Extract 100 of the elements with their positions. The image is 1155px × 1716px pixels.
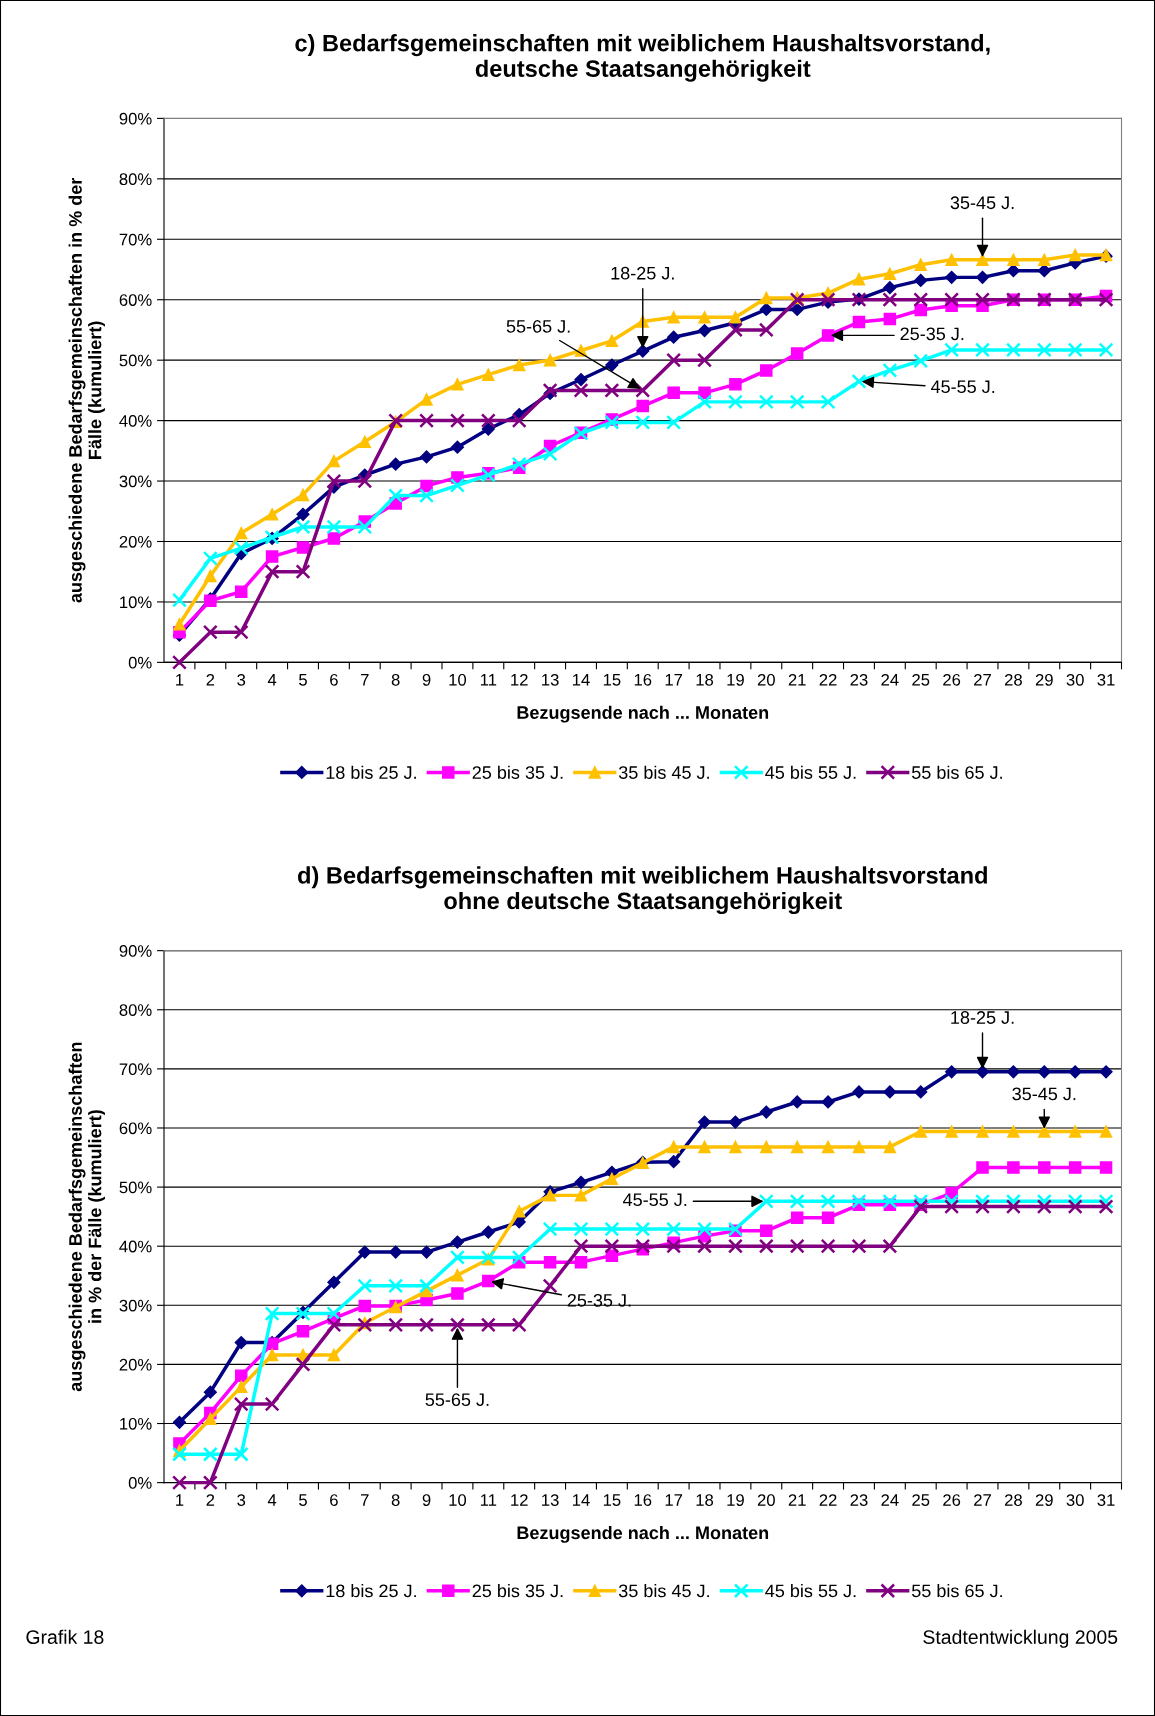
- y-tick-label: 60%: [119, 294, 152, 306]
- y-tick-label: 60%: [119, 1122, 152, 1135]
- x-tick-label: 7: [361, 1494, 369, 1506]
- x-tick-label: 30: [1066, 673, 1084, 686]
- y-tick-label: 0%: [128, 1477, 152, 1489]
- text: Stadtentwicklung 2005: [923, 1629, 1118, 1648]
- x-tick-label: 12: [511, 673, 528, 686]
- x-tick-label: 6: [330, 1494, 338, 1506]
- y-tick-label: 40%: [119, 415, 152, 427]
- x-tick-label: 11: [480, 1494, 497, 1506]
- x-tick-label: 17: [665, 674, 683, 686]
- y-tick-label: 50%: [119, 354, 152, 367]
- x-tick-label: 24: [881, 1494, 899, 1506]
- x-tick-label: 28: [1004, 1494, 1022, 1506]
- x-tick-label: 21: [788, 1494, 806, 1506]
- y-tick-label: 70%: [119, 233, 152, 246]
- y-tick-label: 70%: [119, 1063, 152, 1076]
- x-tick-label: 13: [542, 673, 559, 686]
- annotation: 18-25 J.: [611, 266, 674, 280]
- x-tick-label: 14: [572, 674, 590, 686]
- x-tick-label: 31: [1097, 1494, 1115, 1506]
- y-tick-label: 30%: [119, 475, 152, 488]
- x-tick-label: 9: [422, 673, 431, 686]
- x-tick-label: 4: [267, 674, 277, 686]
- chart-title: d) Bedarfsgemeinschaften mit weiblichem Haushaltsvorstand ohne deutsche Staatsangehörigkeit: [298, 866, 987, 914]
- annotation: 25-35 J.: [567, 1293, 631, 1307]
- annotation: 35-45 J.: [950, 196, 1014, 210]
- x-axis-title: Bezugsende nach ... Monaten: [517, 705, 769, 723]
- x-tick-label: 4: [267, 1494, 277, 1506]
- x-tick-label: 13: [542, 1494, 559, 1506]
- x-tick-label: 27: [974, 673, 991, 686]
- x-tick-label: 25: [912, 1494, 930, 1506]
- x-tick-label: 6: [330, 673, 338, 686]
- annotation: 18-25 J.: [951, 1011, 1014, 1024]
- annotation: 45-55 J.: [622, 1193, 687, 1207]
- x-tick-label: 15: [603, 1494, 621, 1506]
- legend-label: 55 bis 65 J.: [911, 1583, 1002, 1598]
- legend-label: 35 bis 45 J.: [618, 765, 709, 779]
- legend-label: 25 bis 35 J.: [472, 765, 563, 779]
- x-tick-label: 8: [391, 1494, 400, 1506]
- x-tick-label: 2: [206, 673, 215, 686]
- x-tick-label: 1: [176, 1494, 184, 1506]
- x-tick-label: 18: [696, 673, 714, 686]
- x-tick-label: 21: [788, 673, 806, 686]
- x-tick-label: 18: [696, 1494, 714, 1506]
- x-tick-label: 29: [1035, 1494, 1053, 1506]
- x-tick-label: 22: [819, 1494, 837, 1506]
- x-tick-label: 26: [943, 1494, 961, 1506]
- y-tick-label: 80%: [119, 1004, 152, 1016]
- x-tick-label: 31: [1097, 673, 1115, 686]
- x-tick-label: 17: [665, 1494, 683, 1506]
- x-tick-label: 9: [422, 1494, 431, 1506]
- y-tick-label: 90%: [119, 945, 152, 957]
- x-tick-label: 5: [299, 674, 307, 686]
- legend-label: 45 bis 55 J.: [765, 1583, 856, 1598]
- chart-title: c) Bedarfsgemeinschaften mit weiblichem Haushaltsvorstand, deutsche Staatsangehörigkeit: [295, 34, 990, 82]
- y-tick-label: 40%: [119, 1240, 152, 1253]
- x-tick-label: 20: [757, 673, 775, 686]
- x-tick-label: 20: [757, 1494, 775, 1506]
- legend-label: 45 bis 55 J.: [765, 765, 856, 779]
- y-tick-label: 20%: [119, 535, 152, 548]
- x-tick-label: 12: [511, 1494, 528, 1506]
- y-tick-label: 50%: [119, 1181, 152, 1194]
- annotation: 45-55 J.: [930, 380, 995, 394]
- y-axis-title: ausgeschiedene Bedarfsgemeinschaften in % der Fälle (kumuliert): [68, 177, 105, 603]
- text: Grafik 18: [26, 1629, 104, 1644]
- x-axis-title: Bezugsende nach ... Monaten: [517, 1525, 769, 1543]
- x-tick-label: 26: [943, 673, 961, 686]
- y-tick-label: 10%: [120, 596, 152, 609]
- legend-label: 25 bis 35 J.: [472, 1583, 563, 1598]
- x-tick-label: 10: [449, 1494, 467, 1506]
- x-tick-label: 15: [603, 674, 621, 686]
- x-tick-label: 23: [850, 673, 868, 686]
- x-tick-label: 8: [391, 673, 400, 686]
- y-tick-label: 0%: [128, 656, 152, 669]
- x-tick-label: 5: [299, 1494, 307, 1506]
- y-tick-label: 10%: [120, 1417, 152, 1430]
- x-tick-label: 19: [727, 673, 744, 686]
- x-tick-label: 25: [912, 673, 930, 686]
- y-axis-title: ausgeschiedene Bedarfsgemeinschaften in % der Fälle (kumuliert): [68, 1042, 105, 1392]
- x-tick-label: 14: [572, 1494, 590, 1506]
- x-tick-label: 22: [819, 673, 837, 686]
- x-tick-label: 3: [237, 1494, 246, 1506]
- x-tick-label: 23: [850, 1494, 868, 1506]
- y-tick-label: 20%: [119, 1358, 152, 1371]
- x-tick-label: 16: [634, 1494, 652, 1506]
- annotation: 35-45 J.: [1012, 1087, 1076, 1101]
- y-tick-label: 30%: [119, 1299, 152, 1312]
- legend-label: 18 bis 25 J.: [326, 765, 416, 779]
- x-tick-label: 19: [727, 1494, 744, 1506]
- x-tick-label: 2: [206, 1494, 215, 1506]
- x-tick-label: 7: [361, 674, 369, 686]
- x-tick-label: 3: [237, 673, 246, 686]
- x-tick-label: 10: [449, 673, 467, 686]
- x-tick-label: 16: [634, 673, 652, 686]
- legend-label: 55 bis 65 J.: [911, 765, 1002, 779]
- x-tick-label: 1: [176, 674, 184, 686]
- y-tick-label: 90%: [119, 112, 152, 125]
- x-tick-label: 29: [1035, 673, 1053, 686]
- annotation: 25-35 J.: [900, 327, 964, 341]
